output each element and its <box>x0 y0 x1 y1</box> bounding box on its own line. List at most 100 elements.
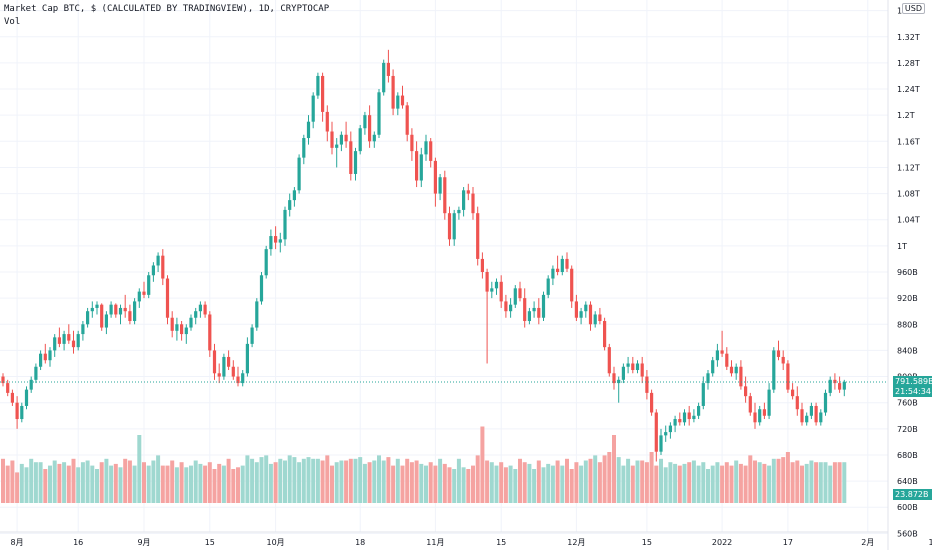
candle-body <box>358 128 362 152</box>
volume-bar <box>729 465 734 503</box>
countdown-tag: 21:54:34 <box>893 386 932 397</box>
candle-body <box>480 258 484 272</box>
candle-body <box>720 350 724 354</box>
volume-bar <box>569 469 574 503</box>
candle-body <box>645 376 649 393</box>
candle-body <box>626 363 630 367</box>
price-axis[interactable]: 560B600B640B680B720B760B800B840B880B920B… <box>887 0 920 550</box>
volume-bar <box>630 465 635 503</box>
x-tick-label: 2月 <box>861 538 874 547</box>
candle-body <box>588 304 593 325</box>
volume-bar <box>804 463 809 503</box>
candle-body <box>76 334 80 348</box>
currency-button[interactable]: USD <box>901 3 925 14</box>
volume-bar <box>113 463 118 503</box>
x-tick-label: 16 <box>73 538 83 547</box>
candle-body <box>104 314 108 328</box>
y-tick-label: 1.12T <box>897 163 920 172</box>
volume-bar <box>273 462 278 503</box>
candle-body <box>306 121 311 139</box>
candle-body <box>541 294 546 318</box>
candle-body <box>147 275 151 295</box>
candle-body <box>762 409 766 416</box>
y-tick-label: 1.16T <box>897 137 920 146</box>
candle-body <box>504 301 508 312</box>
candle-body <box>729 366 734 374</box>
volume-bar <box>593 455 598 503</box>
candle-body <box>621 366 625 380</box>
candle-body <box>565 258 569 269</box>
volume-bar <box>616 457 621 503</box>
volume-bar <box>104 458 109 503</box>
candle-body <box>800 409 804 423</box>
candle-body <box>828 379 832 393</box>
candle-body <box>438 177 442 194</box>
candle-body <box>410 134 414 152</box>
volume-bar <box>151 460 156 503</box>
candle-body <box>579 311 583 318</box>
candle-body <box>311 95 315 122</box>
volume-bar <box>76 467 81 503</box>
candle-body <box>194 311 198 318</box>
candle-body <box>767 389 771 416</box>
candle-body <box>165 278 170 318</box>
volume-bar <box>301 458 306 503</box>
candle-body <box>90 307 94 312</box>
candle-body <box>24 389 29 406</box>
candle-body <box>339 134 343 145</box>
volume-bar <box>583 460 588 503</box>
candle-body <box>236 376 240 384</box>
candle-body <box>476 213 480 259</box>
volume-indicator-label[interactable]: Vol <box>4 17 21 27</box>
volume-bar <box>358 457 363 503</box>
volume-bar <box>189 465 193 503</box>
volume-bar <box>353 458 358 503</box>
volume-bar <box>33 462 38 503</box>
candle-body <box>53 337 57 351</box>
volume-bar <box>832 462 837 503</box>
volume-bar <box>837 462 842 503</box>
volume-bar <box>762 463 767 503</box>
volume-bar <box>447 467 452 503</box>
volume-bar <box>315 458 320 503</box>
candle-body <box>43 353 47 361</box>
candle-body <box>292 190 296 201</box>
time-axis[interactable]: 8月169月1510月1811月1512月152022172月153月154月 <box>0 531 932 547</box>
candle-body <box>189 317 193 328</box>
volume-bar <box>400 465 405 503</box>
volume-bar <box>776 458 781 503</box>
volume-bar <box>612 435 616 503</box>
candle-body <box>584 304 588 312</box>
candle-body <box>114 304 118 315</box>
candle-body <box>363 115 367 129</box>
y-tick-label: 1.2T <box>897 111 915 120</box>
volume-bar <box>10 460 15 503</box>
volume-bar <box>57 463 62 503</box>
candle-body <box>386 62 390 76</box>
volume-bar <box>5 465 10 503</box>
candle-body <box>692 415 696 420</box>
volume-bar <box>452 469 457 503</box>
candle-body <box>603 321 607 348</box>
candle-body <box>748 396 752 413</box>
candle-body <box>715 350 719 361</box>
y-tick-label: 640B <box>897 477 918 486</box>
volume-bar <box>475 455 480 503</box>
volume-bar <box>757 462 762 503</box>
candle-body <box>823 392 828 413</box>
candle-body <box>518 288 522 299</box>
volume-bar <box>706 469 710 503</box>
volume-bar <box>691 460 696 503</box>
x-tick-label: 15 <box>496 538 506 547</box>
volume-bar <box>325 455 330 503</box>
volume-bar <box>644 462 649 503</box>
candle-body <box>396 95 400 109</box>
volume-bar <box>485 460 490 503</box>
volume-bar <box>710 465 715 503</box>
volume-bar <box>527 463 532 503</box>
candle-body <box>20 405 24 420</box>
volume-bar <box>184 467 189 503</box>
volume-bar <box>753 460 757 503</box>
volume-bar <box>536 460 541 503</box>
